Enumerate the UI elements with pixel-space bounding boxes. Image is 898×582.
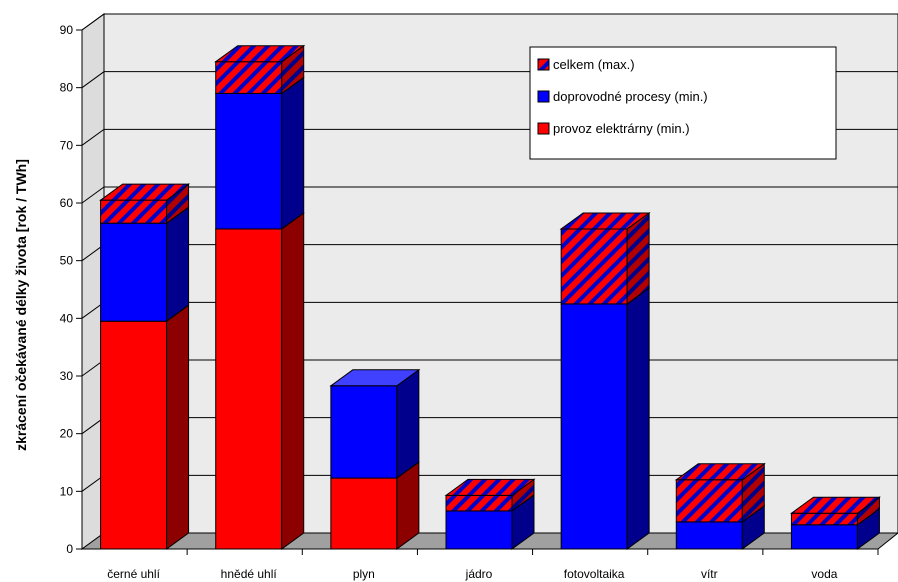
bar-top: [444, 478, 536, 496]
y-tick-label: 30: [60, 369, 74, 383]
bar-segment: [445, 510, 513, 550]
bar-segment-side: [166, 304, 190, 550]
y-tick-label: 20: [60, 427, 74, 441]
legend-entry: provoz elektrárny (min.): [553, 121, 690, 136]
bar-segment: [445, 494, 513, 512]
bar-segment-side: [166, 206, 190, 323]
bar-segment: [790, 512, 858, 526]
legend-swatch: [537, 58, 550, 71]
y-axis-label: zkrácení očekávané délky života [rok / T…: [13, 159, 29, 451]
bar-top: [329, 369, 421, 387]
bar-segment-side: [281, 76, 305, 230]
gridline: [81, 186, 898, 204]
bar-segment: [100, 320, 168, 550]
bar-segment: [675, 521, 743, 550]
bar-segment: [100, 222, 168, 322]
bar-segment: [330, 477, 398, 550]
y-tick-label: 40: [60, 311, 74, 325]
bar-segment-side: [626, 286, 650, 550]
legend-box: [529, 46, 837, 160]
legend-entry: doprovodné procesy (min.): [553, 89, 708, 104]
y-tick-label: 50: [60, 254, 74, 268]
bar-segment: [790, 524, 858, 550]
legend-swatch: [537, 90, 550, 103]
bar-top: [789, 496, 881, 514]
bar-segment: [560, 228, 628, 305]
legend-swatch: [537, 122, 550, 135]
y-tick-label: 10: [60, 484, 74, 498]
bar-top: [99, 183, 191, 201]
x-tick-label: plyn: [353, 567, 375, 581]
x-tick-label: černé uhlí: [107, 567, 160, 581]
y-tick-label: 0: [66, 542, 73, 556]
bar-segment: [330, 385, 398, 479]
bars: [99, 44, 881, 550]
y-tick-label: 60: [60, 196, 74, 210]
bar-segment-side: [396, 368, 420, 480]
bar-segment: [215, 228, 283, 550]
gridline: [81, 13, 898, 31]
x-tick-label: vítr: [701, 567, 718, 581]
tick-labels: 0 10 20 30 40 50 60 70 80 90 černé uhlí hnědé uhlí p…: [60, 23, 838, 581]
bar-top: [559, 212, 651, 230]
x-tick-label: jádro: [465, 567, 493, 581]
bar-segment: [215, 61, 283, 94]
x-tick-label: voda: [811, 567, 837, 581]
legend-entry: celkem (max.): [553, 57, 635, 72]
bar-top: [674, 463, 766, 481]
bar-segment-side: [281, 211, 305, 550]
bar-segment: [675, 479, 743, 523]
y-tick-label: 70: [60, 138, 74, 152]
x-tick-label: hnědé uhlí: [221, 567, 278, 581]
bar-top: [214, 45, 306, 63]
bar-segment: [215, 92, 283, 230]
y-tick-label: 90: [60, 23, 74, 37]
x-tick-label: fotovoltaika: [564, 567, 625, 581]
y-tick-label: 80: [60, 81, 74, 95]
bar-segment: [100, 199, 168, 224]
bar-segment: [560, 303, 628, 550]
legend: celkem (max.) doprovodné procesy (min.) pr…: [529, 46, 837, 160]
